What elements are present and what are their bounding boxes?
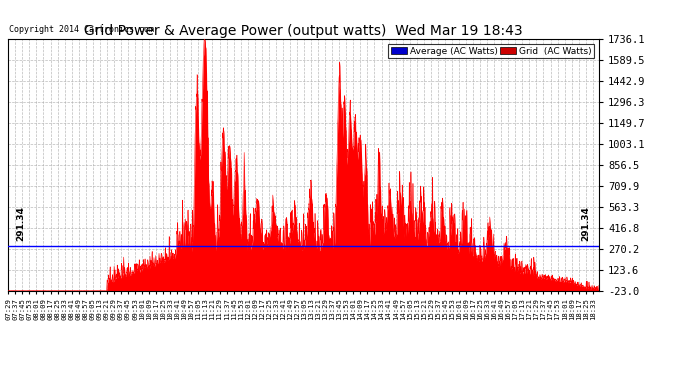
Title: Grid Power & Average Power (output watts)  Wed Mar 19 18:43: Grid Power & Average Power (output watts… [84,24,523,38]
Text: 291.34: 291.34 [581,207,590,242]
Text: Copyright 2014 Cartronics.com: Copyright 2014 Cartronics.com [10,26,155,34]
Text: 291.34: 291.34 [16,207,25,242]
Legend: Average (AC Watts), Grid  (AC Watts): Average (AC Watts), Grid (AC Watts) [388,44,594,58]
